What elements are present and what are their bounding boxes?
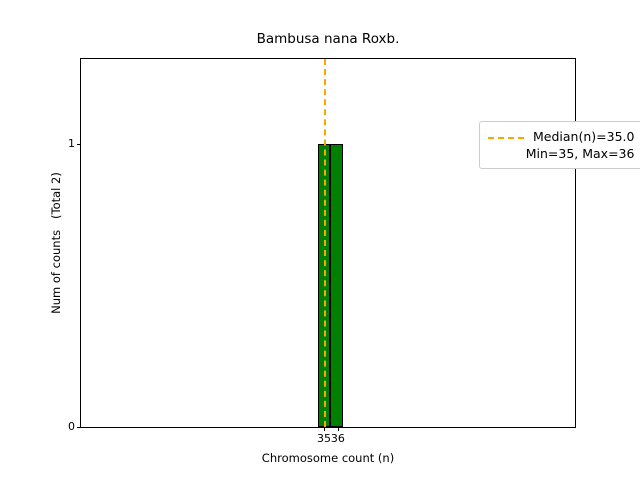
xtick-mark-36	[337, 427, 339, 431]
legend-label-median: Median(n)=35.0	[533, 129, 635, 144]
ytick-mark-0	[77, 427, 81, 429]
bar-36	[330, 143, 344, 427]
xtick-label-35: 35	[317, 432, 332, 445]
legend-label-range: Min=35, Max=36	[525, 146, 635, 161]
median-line	[324, 59, 327, 427]
plot-axes: 0 1 35 36 Median(n)=35.0 Min=35, Max=36	[68, 58, 640, 445]
dashed-line-icon	[488, 131, 524, 143]
plot-area	[81, 59, 575, 427]
legend-entry-median: Median(n)=35.0	[488, 128, 634, 145]
legend-entry-range: Min=35, Max=36	[488, 145, 635, 162]
x-axis-label: Chromosome count (n)	[261, 451, 395, 465]
chart-title: Bambusa nana Roxb.	[256, 31, 400, 47]
y-axis-label: Num of counts (Total 2)	[49, 172, 63, 314]
ytick-label-1: 1	[68, 136, 75, 150]
ytick-label-0: 0	[68, 420, 75, 433]
xtick-mark-35	[324, 427, 326, 431]
chart-legend: Median(n)=35.0 Min=35, Max=36	[479, 121, 640, 169]
ytick-mark-1	[77, 143, 81, 145]
xtick-label-36: 36	[330, 432, 345, 445]
